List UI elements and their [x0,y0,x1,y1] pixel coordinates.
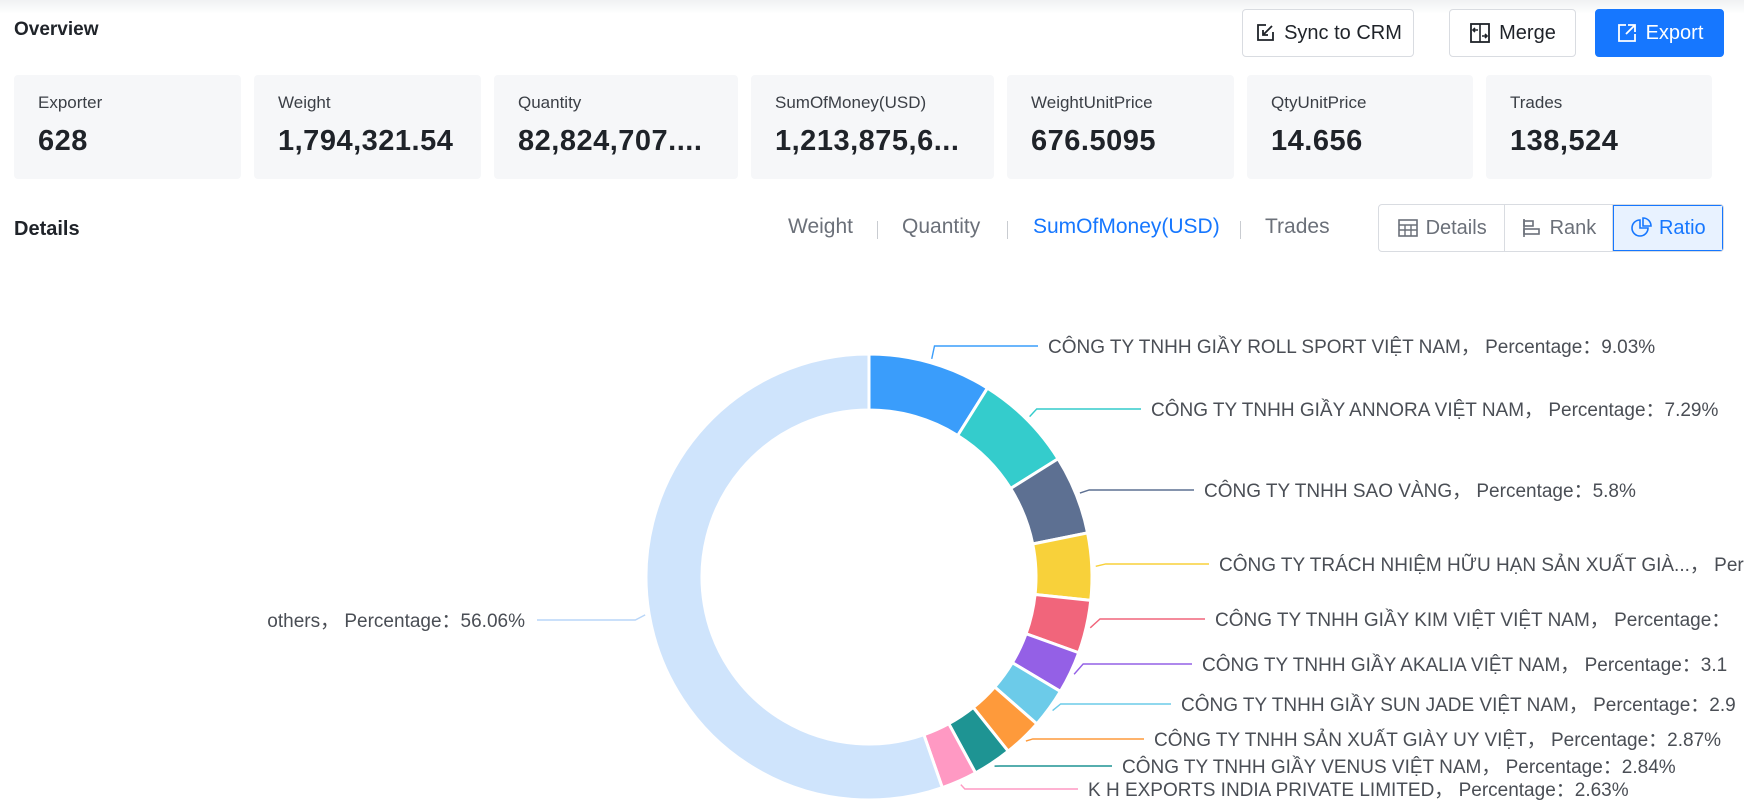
stat-value: 14.656 [1271,125,1363,157]
donut-slice[interactable] [644,352,945,802]
stat-card-qty-unit-price: QtyUnitPrice 14.656 [1247,75,1473,179]
stat-value: 82,824,707.... [518,125,703,157]
slice-label: CÔNG TY TNHH GIẦY ROLL SPORT VIỆT NAM， P… [1048,336,1655,358]
table-icon [1397,219,1418,237]
slice-label: others， Percentage：56.06% [267,611,525,632]
view-details-button[interactable]: Details [1379,205,1506,251]
tab-separator [1007,221,1008,239]
leader-line [1029,408,1141,418]
stat-card-quantity: Quantity 82,824,707.... [494,75,738,179]
pie-chart-icon [1631,217,1652,237]
export-icon [1617,24,1636,42]
stat-card-weight-unit-price: WeightUnitPrice 676.5095 [1007,75,1234,179]
slice-label: CÔNG TY TNHH GIẦY KIM VIỆT VIỆT NAM， Per… [1215,609,1730,631]
stat-label: Trades [1510,93,1563,112]
tab-weight[interactable]: Weight [788,215,853,238]
leader-line [1089,618,1205,629]
stat-value: 628 [38,125,88,157]
view-switcher: Details Rank Ratio [1378,204,1724,252]
leader-line [931,345,1038,359]
slice-label: CÔNG TY TNHH GIẦY SUN JADE VIỆT NAM， Per… [1181,694,1736,716]
merge-icon [1470,23,1491,43]
tab-trades[interactable]: Trades [1265,215,1330,238]
stat-card-exporter: Exporter 628 [14,75,241,179]
leader-line [960,784,1078,790]
export-label: Export [1645,21,1704,44]
slice-label: K H EXPORTS INDIA PRIVATE LIMITED， Perce… [1088,780,1629,801]
stat-label: Exporter [38,93,103,112]
donut-slice[interactable] [1030,531,1094,602]
sync-crm-icon [1257,24,1274,41]
slice-label: CÔNG TY TNHH SAO VÀNG， Percentage：5.8% [1204,480,1636,502]
view-details-label: Details [1425,216,1487,239]
leader-line [1052,703,1171,712]
merge-label: Merge [1499,21,1556,44]
sync-to-crm-label: Sync to CRM [1284,21,1402,44]
slice-label: CÔNG TY TRÁCH NHIỆM HỮU HẠN SẢN XUẤT GIÀ… [1219,554,1744,576]
tab-quantity[interactable]: Quantity [902,215,981,238]
view-ratio-label: Ratio [1658,216,1706,239]
stat-card-weight: Weight 1,794,321.54 [254,75,481,179]
slice-label: CÔNG TY TNHH GIẦY AKALIA VIỆT NAM， Perce… [1202,654,1727,676]
ratio-donut-chart: CÔNG TY TNHH GIẦY ROLL SPORT VIỆT NAM， P… [267,336,1744,802]
leader-line [1073,663,1192,675]
leader-line [537,614,646,621]
slice-label: CÔNG TY TNHH GIẦY ANNORA VIỆT NAM， Perce… [1151,399,1718,421]
stat-label: Weight [278,93,331,112]
stat-label: SumOfMoney(USD) [775,93,927,112]
sync-to-crm-button[interactable]: Sync to CRM [1242,9,1414,57]
stat-label: WeightUnitPrice [1031,93,1153,112]
stat-card-trades: Trades 138,524 [1486,75,1712,179]
slice-label: CÔNG TY TNHH SẢN XUẤT GIÀY UY VIỆT， Perc… [1154,729,1721,751]
export-button[interactable]: Export [1595,9,1724,57]
slice-label: CÔNG TY TNHH GIẦY VENUS VIỆT NAM， Percen… [1122,756,1676,778]
stat-card-sum-of-money: SumOfMoney(USD) 1,213,875,6... [751,75,994,179]
tab-separator [1240,221,1241,239]
details-title: Details [14,218,80,240]
tab-separator [877,221,878,239]
rank-bars-icon [1522,219,1540,237]
leader-line [1079,489,1194,494]
stat-value: 676.5095 [1031,125,1156,157]
page-title: Overview [14,19,99,40]
merge-button[interactable]: Merge [1449,9,1576,57]
view-rank-button[interactable]: Rank [1505,205,1613,251]
tab-sum-of-money[interactable]: SumOfMoney(USD) [1033,215,1220,238]
view-rank-label: Rank [1549,216,1597,239]
view-ratio-button[interactable]: Ratio [1612,205,1723,251]
leader-line [1095,563,1209,567]
stat-value: 138,524 [1510,125,1619,157]
leader-line [1025,738,1144,742]
stat-label: Quantity [518,93,582,112]
stat-value: 1,213,875,6... [775,125,960,157]
stat-value: 1,794,321.54 [278,125,454,157]
stat-label: QtyUnitPrice [1271,93,1367,112]
